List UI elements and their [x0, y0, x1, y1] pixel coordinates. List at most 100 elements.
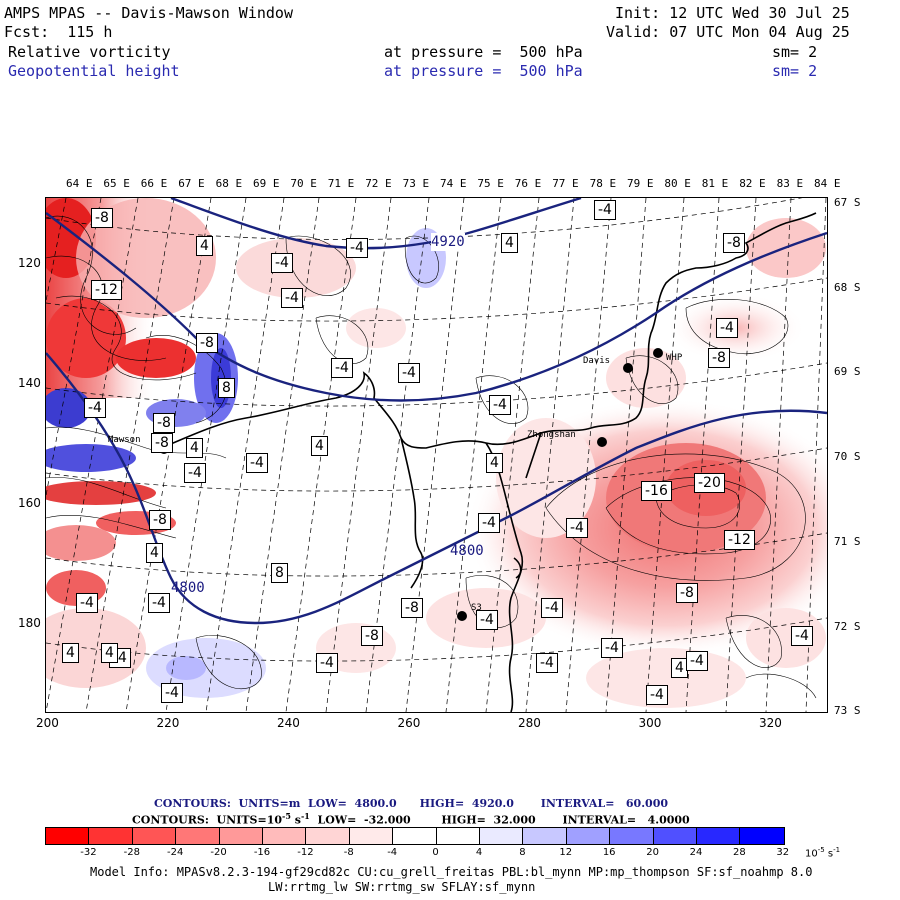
colorbar-units: 10-5 s-1	[805, 844, 840, 860]
vorticity-value-box: -8	[196, 333, 218, 353]
map-svg	[46, 198, 827, 712]
vorticity-value-box: -4	[646, 685, 668, 705]
colorbar-segment	[479, 827, 524, 845]
lon-label: 72 E	[365, 177, 392, 190]
y-tick-label: 140	[18, 376, 41, 390]
vorticity-value-box: 4	[311, 436, 328, 456]
colorbar-segment	[696, 827, 741, 845]
vorticity-value-box: -8	[723, 233, 745, 253]
vorticity-value-box: -4	[601, 638, 623, 658]
colorbar-segment	[522, 827, 567, 845]
vorticity-value-box: -8	[153, 413, 175, 433]
vort-info-exp: -5	[282, 811, 291, 821]
lat-label: 73 S	[834, 704, 861, 718]
vorticity-value-box: -4	[594, 200, 616, 220]
vorticity-value-box: -8	[361, 626, 383, 646]
colorbar-tick-label: -12	[297, 847, 314, 858]
lon-label: 65 E	[103, 177, 130, 190]
coastline	[160, 212, 817, 712]
lon-label: 68 E	[215, 177, 243, 190]
colorbar-tick-label: -16	[253, 847, 271, 858]
x-tick-label: 240	[277, 716, 300, 730]
vorticity-value-box: -4	[716, 318, 738, 338]
vort-info-rest: LOW= -32.000 HIGH= 32.000 INTERVAL= 4.00…	[309, 813, 690, 827]
model-info-physics: LW:rrtmg_lw SW:rrtmg_sw SFLAY:sf_mynn	[268, 880, 536, 894]
forecast-hour: Fcst: 115 h	[4, 23, 113, 41]
lon-label: 67 E	[178, 177, 205, 190]
lon-label: 77 E	[552, 177, 579, 190]
vorticity-value-box: 4	[62, 643, 79, 663]
vorticity-value-box: -4	[346, 238, 368, 258]
lon-label: 64 E	[66, 177, 93, 190]
colorbar-segment	[435, 827, 480, 845]
y-tick-label: 160	[18, 496, 41, 510]
lon-label: 76 E	[514, 177, 542, 190]
vorticity-value-box: -4	[184, 463, 206, 483]
lat-label: 72 S	[834, 619, 861, 633]
station-label-mawson: Mawson	[108, 435, 141, 445]
vorticity-value-box: -4	[566, 518, 588, 538]
colorbar-tick-label: 20	[646, 847, 659, 858]
vorticity-value-box: 4	[196, 236, 213, 256]
vorticity-value-box: -12	[91, 280, 122, 300]
vorticity-value-box: -8	[708, 348, 730, 368]
colorbar-segment	[652, 827, 697, 845]
vorticity-value-box: -16	[641, 481, 672, 501]
vort-info-prefix: CONTOURS: UNITS=10	[132, 813, 283, 827]
field1-level: at pressure = 500 hPa	[384, 43, 583, 61]
vorticity-value-box: -4	[148, 593, 170, 613]
vorticity-value-box: -4	[476, 610, 498, 630]
colorbar-segment	[739, 827, 785, 845]
plot-title: AMPS MPAS -- Davis-Mawson Window	[4, 4, 293, 22]
colorbar-tick-label: 28	[733, 847, 746, 858]
valid-time: Valid: 07 UTC Mon 04 Aug 25	[606, 23, 850, 41]
colorbar-tick-label: 16	[602, 847, 616, 858]
vorticity-value-box: -12	[724, 530, 755, 550]
map-plot: Mawson Davis WHP Zhongshan S3 4920 4800 …	[45, 197, 828, 713]
station-s3-dot	[457, 611, 467, 621]
lon-label: 79 E	[627, 177, 654, 190]
vorticity-value-box: -8	[401, 598, 423, 618]
colorbar-tick-label: -20	[210, 847, 227, 858]
x-tick-label: 260	[397, 716, 421, 730]
vorticity-value-box: -20	[694, 473, 725, 493]
vorticity-value-box: 4	[101, 643, 118, 663]
lat-label: 68 S	[834, 280, 861, 294]
station-label-zhongshan: Zhongshan	[527, 430, 576, 440]
vorticity-value-box: -8	[676, 583, 698, 603]
colorbar-segment	[348, 827, 394, 845]
field2-smooth: sm= 2	[772, 62, 818, 80]
colorbar-tick-label: 12	[559, 847, 573, 858]
colorbar-units-base: 10	[805, 848, 818, 860]
colorbar-segment	[392, 827, 437, 845]
colorbar-tick-label: 24	[689, 847, 703, 858]
x-tick-label: 300	[638, 716, 662, 730]
colorbar-tick-label: -24	[167, 847, 184, 858]
graticule	[46, 198, 827, 712]
x-tick-label: 280	[518, 716, 541, 730]
lon-label: 66 E	[140, 177, 168, 190]
vorticity-value-box: 4	[486, 453, 503, 473]
x-tick-label: 200	[36, 716, 59, 730]
height-label-4920: 4920	[431, 233, 465, 251]
vorticity-value-box: 8	[218, 378, 235, 398]
lat-label: 70 S	[834, 450, 861, 464]
field2-level: at pressure = 500 hPa	[384, 62, 583, 80]
vorticity-value-box: -4	[281, 288, 303, 308]
lon-label: 78 E	[589, 177, 617, 190]
station-label-whp: WHP	[666, 353, 683, 363]
colorbar-tick-label: -28	[123, 847, 140, 858]
colorbar-tick-label: 32	[776, 847, 790, 858]
lon-label: 80 E	[664, 177, 691, 190]
field1-name: Relative vorticity	[8, 43, 171, 61]
vorticity-value-box: 4	[146, 543, 163, 563]
colorbar-tick-label: 4	[475, 847, 483, 858]
y-tick-label: 180	[18, 616, 41, 630]
lon-label: 73 E	[402, 177, 430, 190]
colorbar-tick-label: -32	[80, 847, 97, 858]
vorticity-value-box: -4	[398, 363, 420, 383]
height-contours	[46, 198, 827, 625]
colorbar-tick-label: -8	[343, 847, 354, 858]
lon-label: 71 E	[327, 177, 355, 190]
vort-info-s: s	[290, 813, 301, 827]
